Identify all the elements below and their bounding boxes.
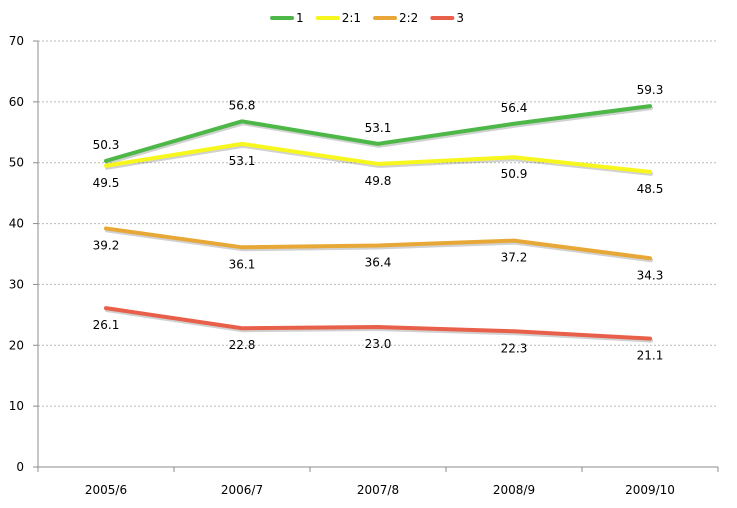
data-label: 50.3 (93, 138, 120, 152)
data-label: 23.0 (365, 337, 392, 351)
series-line-1 (104, 104, 652, 163)
data-label: 37.2 (501, 251, 528, 265)
gridlines (38, 40, 718, 407)
data-label: 53.1 (365, 121, 392, 135)
y-tick-label: 60 (9, 95, 24, 109)
series-lines (104, 104, 653, 343)
series-line-3 (104, 226, 652, 261)
data-label: 49.8 (365, 174, 392, 188)
x-tick-label: 2006/7 (221, 483, 263, 497)
data-label: 59.3 (637, 83, 664, 97)
data-label: 49.5 (93, 176, 120, 190)
data-label: 22.8 (229, 338, 256, 352)
y-tick-label: 10 (9, 399, 24, 413)
data-label: 56.8 (229, 98, 256, 112)
data-label: 53.1 (229, 154, 256, 168)
y-tick-label: 0 (16, 460, 24, 474)
data-label: 21.1 (637, 349, 664, 363)
data-label: 22.3 (501, 341, 528, 355)
x-tick-label: 2008/9 (493, 483, 535, 497)
series-shadow-2 (105, 143, 653, 176)
x-tick-label: 2009/10 (625, 483, 675, 497)
data-label: 50.9 (501, 167, 528, 181)
legend: 1 2:1 2:2 3 (270, 11, 464, 25)
data-label: 34.3 (637, 268, 664, 282)
data-label: 48.5 (637, 182, 664, 196)
data-labels: 50.3 56.8 53.1 56.4 59.3 49.5 53.1 49.8 50.9 48.5… (93, 83, 664, 362)
data-label: 36.1 (229, 257, 256, 271)
series-line-2 (104, 141, 652, 174)
y-tick-label: 50 (9, 156, 24, 170)
y-tick-label: 30 (9, 277, 24, 291)
series-line-4 (104, 306, 652, 341)
axes (33, 40, 719, 472)
legend-label: 1 (296, 11, 304, 25)
x-tick-label: 2007/8 (357, 483, 399, 497)
legend-label: 3 (456, 11, 464, 25)
x-tick-label: 2005/6 (85, 483, 127, 497)
series-shadow-1 (105, 106, 653, 165)
y-tick-label: 20 (9, 338, 24, 352)
data-label: 56.4 (501, 101, 528, 115)
data-label: 36.4 (365, 255, 392, 269)
legend-label: 2:2 (399, 11, 418, 25)
data-label: 39.2 (93, 238, 120, 252)
data-label: 26.1 (93, 318, 120, 332)
x-tick-labels: 2005/6 2006/7 2007/8 2008/9 2009/10 (85, 483, 675, 497)
y-tick-label: 70 (9, 34, 24, 48)
legend-label: 2:1 (342, 11, 361, 25)
y-tick-labels: 0 10 20 30 40 50 60 70 (9, 34, 24, 474)
y-tick-label: 40 (9, 217, 24, 231)
